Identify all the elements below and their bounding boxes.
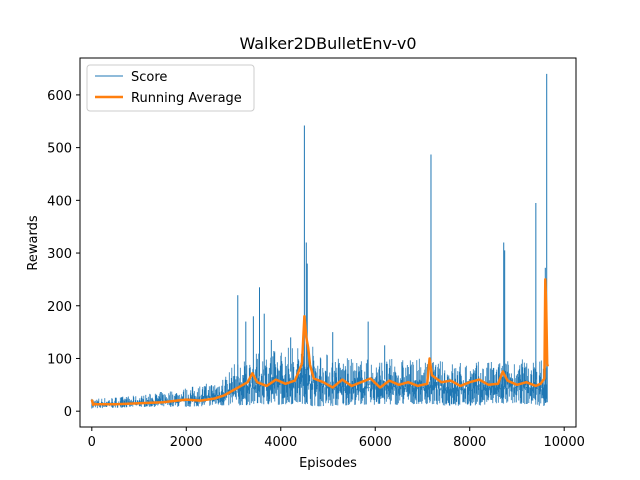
- legend-label-running-average: Running Average: [131, 91, 242, 106]
- legend-box: [86, 64, 255, 112]
- y-tick-label-400: 400: [47, 194, 72, 209]
- x-tick-label-4000: 4000: [264, 435, 297, 450]
- y-tick-label-100: 100: [47, 352, 72, 367]
- legend-label-score: Score: [131, 70, 167, 85]
- x-tick-label-2000: 2000: [170, 435, 203, 450]
- legend: Score Running Average: [86, 64, 255, 112]
- y-tick-label-0: 0: [64, 405, 72, 420]
- plot-frame: [79, 57, 577, 428]
- y-axis-ticks: 0 100 200 300 400 500 600: [47, 89, 80, 420]
- x-tick-label-10000: 10000: [544, 435, 585, 450]
- y-tick-label-300: 300: [47, 247, 72, 262]
- y-tick-label-500: 500: [47, 142, 72, 157]
- x-tick-label-0: 0: [88, 435, 96, 450]
- plot-area: [80, 58, 576, 427]
- x-tick-label-8000: 8000: [453, 435, 486, 450]
- y-tick-label-200: 200: [47, 300, 72, 315]
- running-average-layer: [90, 278, 549, 407]
- running-average-line: [90, 278, 549, 407]
- chart-title: Walker2DBulletEnv-v0: [239, 34, 416, 53]
- x-axis-ticks: 0 2000 4000 6000 8000 10000: [88, 427, 585, 450]
- x-tick-label-6000: 6000: [359, 435, 392, 450]
- x-axis-label: Episodes: [299, 456, 357, 471]
- y-axis-label: Rewards: [26, 215, 41, 270]
- y-tick-label-600: 600: [47, 89, 72, 104]
